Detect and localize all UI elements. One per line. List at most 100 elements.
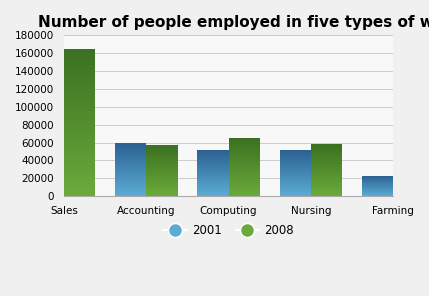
Bar [64,65,95,66]
Bar [64,83,95,84]
Bar [229,172,260,173]
Bar [64,193,95,195]
Bar [33,88,64,90]
Bar [33,137,64,139]
Bar [311,157,342,158]
Bar [64,115,95,117]
Bar [229,194,260,195]
Bar [229,190,260,191]
Bar [64,58,95,59]
Bar [146,170,178,171]
Bar [311,150,342,151]
Bar [33,81,64,83]
Bar [64,50,95,52]
Bar [33,162,64,163]
Bar [311,190,342,191]
Bar [229,186,260,187]
Bar [115,176,146,177]
Bar [280,151,311,152]
Bar [311,149,342,150]
Bar [229,173,260,174]
Bar [33,83,64,84]
Bar [64,167,95,168]
Bar [197,192,229,193]
Bar [229,165,260,166]
Bar [33,114,64,115]
Bar [229,178,260,179]
Bar [64,120,95,121]
Bar [33,94,64,95]
Bar [197,166,229,167]
Bar [64,62,95,63]
Bar [115,168,146,169]
Bar [197,168,229,169]
Bar [33,147,64,148]
Bar [146,157,178,158]
Bar [229,149,260,150]
Bar [33,96,64,98]
Bar [64,63,95,65]
Bar [64,164,95,165]
Bar [197,158,229,159]
Bar [64,112,95,114]
Bar [197,194,229,195]
Bar [311,171,342,172]
Bar [64,142,95,143]
Bar [64,118,95,120]
Bar [197,190,229,191]
Bar [197,183,229,184]
Bar [33,174,64,176]
Bar [280,157,311,158]
Bar [64,102,95,103]
Bar [33,159,64,161]
Bar [229,160,260,161]
Bar [64,152,95,153]
Bar [229,168,260,169]
Bar [229,143,260,144]
Bar [33,121,64,122]
Bar [280,176,311,177]
Bar [115,158,146,159]
Bar [146,180,178,181]
Bar [33,163,64,165]
Bar [197,175,229,176]
Bar [33,183,64,184]
Bar [64,90,95,91]
Bar [33,168,64,169]
Bar [311,147,342,148]
Bar [197,191,229,192]
Bar [197,155,229,156]
Bar [280,179,311,180]
Bar [33,92,64,94]
Bar [229,189,260,190]
Bar [115,157,146,158]
Bar [64,94,95,96]
Bar [197,157,229,158]
Bar [311,176,342,177]
Bar [33,76,64,77]
Bar [64,100,95,102]
Bar [115,143,146,144]
Bar [229,169,260,170]
Bar [280,169,311,170]
Bar [33,140,64,141]
Bar [115,173,146,174]
Bar [197,156,229,157]
Bar [33,69,64,70]
Bar [64,84,95,86]
Bar [64,131,95,133]
Bar [197,180,229,181]
Bar [229,157,260,158]
Bar [146,171,178,172]
Bar [33,107,64,109]
Bar [64,52,95,53]
Bar [64,53,95,55]
Bar [64,59,95,61]
Bar [115,153,146,154]
Bar [280,188,311,189]
Bar [64,89,95,90]
Bar [64,155,95,156]
Bar [33,117,64,118]
Bar [146,188,178,189]
Bar [64,184,95,186]
